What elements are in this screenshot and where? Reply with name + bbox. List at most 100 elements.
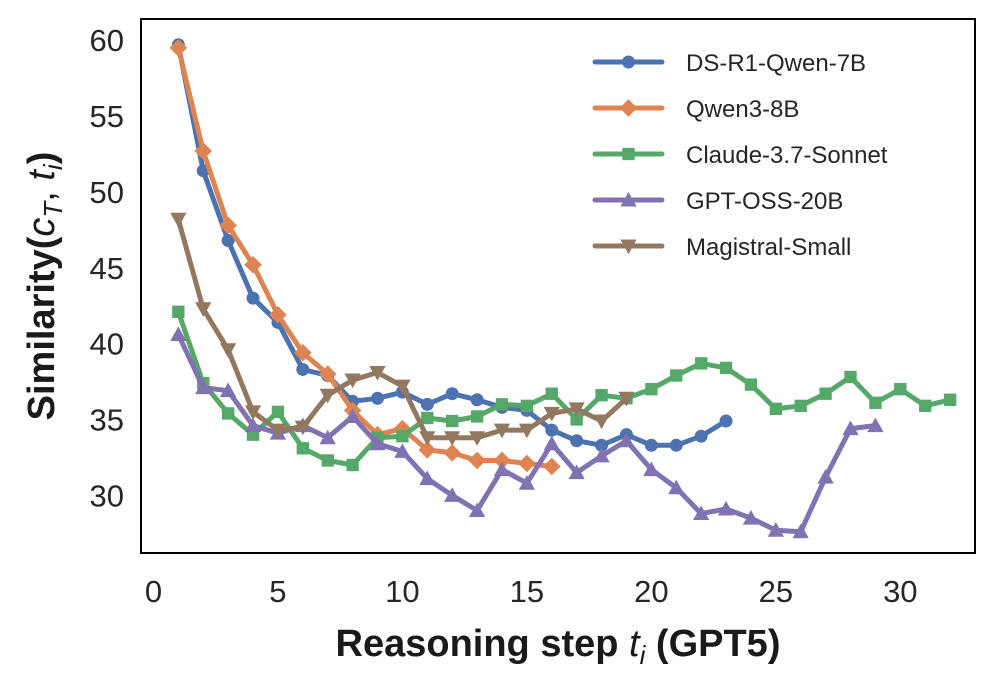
legend-marker <box>622 55 635 69</box>
data-point-qwen3-8b <box>294 343 312 362</box>
data-point-magistral-small <box>319 388 336 404</box>
x-axis-title-var: t <box>629 623 641 665</box>
data-point-magistral-small <box>369 365 386 381</box>
data-point-gpt-oss-20b <box>394 443 411 458</box>
y-tick-label: 45 <box>90 251 124 286</box>
legend-label: Magistral-Small <box>686 234 851 261</box>
data-point-claude-3-7-sonnet <box>819 387 832 400</box>
x-tick-label: 20 <box>634 574 668 609</box>
data-point-magistral-small <box>344 373 361 389</box>
data-point-qwen3-8b <box>194 142 213 160</box>
data-point-claude-3-7-sonnet <box>172 305 185 318</box>
data-point-ds-r1-qwen-7b <box>470 393 484 407</box>
data-point-gpt-oss-20b <box>444 487 461 502</box>
y-axis-title-var1: c <box>21 218 63 237</box>
data-point-magistral-small <box>543 406 560 422</box>
data-point-magistral-small <box>294 420 311 436</box>
data-point-magistral-small <box>593 414 610 430</box>
x-tick-label: 15 <box>510 574 544 609</box>
data-point-claude-3-7-sonnet <box>421 411 434 425</box>
legend-item-qwen3-8b: Qwen3-8B <box>592 96 799 123</box>
y-tick-label: 40 <box>90 327 124 362</box>
x-tick-label: 25 <box>759 574 793 609</box>
data-point-claude-3-7-sonnet <box>744 378 758 391</box>
data-point-claude-3-7-sonnet <box>396 430 409 443</box>
data-point-ds-r1-qwen-7b <box>371 391 385 405</box>
legend-marker <box>622 147 635 161</box>
y-axis-title-post: ) <box>21 152 63 165</box>
series-line-qwen3-8b <box>175 45 555 469</box>
data-point-ds-r1-qwen-7b <box>595 438 609 452</box>
data-point-claude-3-7-sonnet <box>645 382 658 396</box>
legend-item-ds-r1-qwen-7b: DS-R1-Qwen-7B <box>592 50 866 77</box>
y-tick-label: 55 <box>90 99 124 134</box>
data-point-qwen3-8b <box>543 457 561 476</box>
data-point-qwen3-8b <box>318 365 337 383</box>
data-point-gpt-oss-20b <box>742 509 760 525</box>
data-point-magistral-small <box>618 391 635 407</box>
data-point-gpt-oss-20b <box>244 417 262 433</box>
data-point-magistral-small <box>419 431 436 446</box>
legend-item-gpt-oss-20b: GPT-OSS-20B <box>592 188 843 215</box>
y-axis-title: Similarity(cT, ti) <box>21 152 68 421</box>
data-point-gpt-oss-20b <box>767 522 784 537</box>
y-tick-label: 50 <box>90 175 124 210</box>
data-point-claude-3-7-sonnet <box>446 414 459 428</box>
data-point-ds-r1-qwen-7b <box>694 429 708 443</box>
data-point-claude-3-7-sonnet <box>271 405 285 419</box>
data-point-magistral-small <box>269 423 287 439</box>
series-layer <box>169 38 957 539</box>
y-axis-title-var2: t <box>21 169 63 181</box>
data-point-gpt-oss-20b <box>867 417 884 433</box>
data-point-claude-3-7-sonnet <box>545 387 558 400</box>
legend-label: GPT-OSS-20B <box>686 188 843 215</box>
y-axis-title-sub1: T <box>38 200 68 218</box>
y-tick-label: 35 <box>90 403 124 438</box>
data-point-gpt-oss-20b <box>668 479 685 495</box>
data-point-gpt-oss-20b <box>419 470 436 486</box>
data-point-gpt-oss-20b <box>842 420 859 436</box>
legend-marker <box>620 239 637 255</box>
data-point-ds-r1-qwen-7b <box>445 387 459 401</box>
data-point-magistral-small <box>444 431 461 446</box>
data-point-gpt-oss-20b <box>792 523 809 539</box>
data-point-ds-r1-qwen-7b <box>669 438 683 452</box>
data-point-gpt-oss-20b <box>817 469 834 484</box>
series-qwen3-8b <box>169 39 561 476</box>
legend-label: Claude-3.7-Sonnet <box>686 142 888 169</box>
data-point-gpt-oss-20b <box>369 435 386 451</box>
data-point-qwen3-8b <box>518 454 536 473</box>
data-point-claude-3-7-sonnet <box>670 369 683 382</box>
data-point-claude-3-7-sonnet <box>470 410 484 423</box>
data-point-claude-3-7-sonnet <box>296 442 309 455</box>
data-point-gpt-oss-20b <box>593 447 610 463</box>
series-claude-3-7-sonnet <box>172 305 957 472</box>
data-point-magistral-small <box>244 405 262 421</box>
data-point-qwen3-8b <box>468 451 486 470</box>
y-axis-title-sub2: i <box>38 163 68 170</box>
data-point-gpt-oss-20b <box>543 435 560 451</box>
data-point-ds-r1-qwen-7b <box>221 233 235 247</box>
data-point-magistral-small <box>468 431 486 446</box>
data-point-claude-3-7-sonnet <box>221 407 235 420</box>
data-point-gpt-oss-20b <box>319 429 336 445</box>
data-point-gpt-oss-20b <box>518 475 536 490</box>
data-point-claude-3-7-sonnet <box>495 398 509 411</box>
data-point-claude-3-7-sonnet <box>570 413 583 426</box>
data-point-qwen3-8b <box>169 39 188 57</box>
legend-label: DS-R1-Qwen-7B <box>686 50 866 77</box>
x-axis-title: Reasoning step ti (GPT5) <box>336 623 781 670</box>
data-point-qwen3-8b <box>244 255 262 274</box>
legend-item-magistral-small: Magistral-Small <box>592 234 851 261</box>
data-point-claude-3-7-sonnet <box>943 393 957 406</box>
data-point-claude-3-7-sonnet <box>520 399 534 413</box>
data-point-gpt-oss-20b <box>195 379 212 395</box>
data-point-gpt-oss-20b <box>693 505 710 521</box>
data-point-gpt-oss-20b <box>717 500 735 516</box>
plot-frame <box>140 18 976 554</box>
data-point-gpt-oss-20b <box>344 408 361 423</box>
legend-marker <box>619 99 638 117</box>
data-point-gpt-oss-20b <box>170 326 187 342</box>
y-axis-ticks: 30 35 40 45 50 55 60 <box>90 23 124 513</box>
